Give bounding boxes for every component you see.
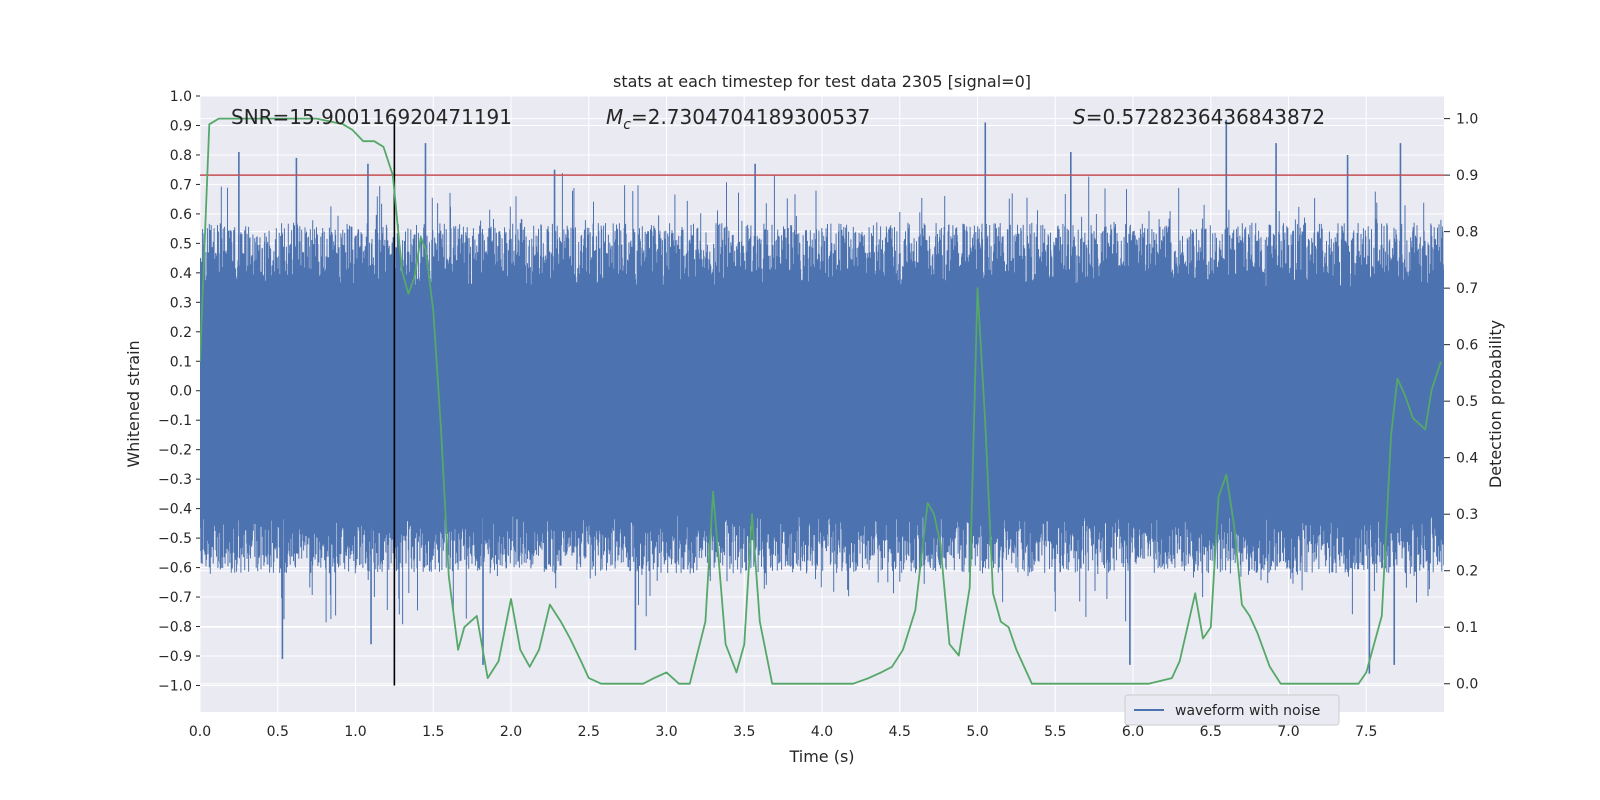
y-tick-label: −0.7 [158, 590, 192, 606]
x-axis-ticks: 0.0 0.5 1.0 1.5 2.0 2.5 3.0 3.5 4.0 4.5 5.0 5.5 6.0 6… [189, 724, 1378, 740]
y2-tick-label: 0.3 [1456, 507, 1478, 523]
y-tick-label: 0.8 [170, 148, 192, 164]
y-tick-label: 1.0 [170, 89, 192, 105]
chirp-mass-annotation: Mc=2.7304704189300537 [606, 105, 870, 133]
s-annotation: S=0.5728236436843872 [1073, 105, 1325, 129]
y-tick-label: −0.6 [158, 561, 192, 577]
y2-axis-ticks: 1.0 0.9 0.8 0.7 0.6 0.5 0.4 0.3 0.2 0.1 0.0 [1444, 112, 1478, 693]
x-axis-label: Time (s) [788, 747, 854, 766]
s-value: =0.5728236436843872 [1086, 105, 1325, 129]
x-tick-label: 3.0 [655, 724, 677, 740]
y-tick-label: −0.5 [158, 531, 192, 547]
x-tick-label: 0.5 [267, 724, 289, 740]
chirp-mass-symbol: M [606, 105, 623, 129]
y-tick-label: −0.2 [158, 443, 192, 459]
y2-axis-label: Detection probability [1486, 320, 1505, 488]
x-tick-label: 4.5 [889, 724, 911, 740]
y-tick-label: 0.6 [170, 207, 192, 223]
y2-tick-label: 0.4 [1456, 451, 1478, 467]
s-symbol: S [1073, 105, 1086, 129]
y-tick-label: 0.0 [170, 384, 192, 400]
snr-annotation: SNR=15.900116920471191 [231, 105, 512, 129]
x-tick-label: 5.0 [966, 724, 988, 740]
y-tick-label: 0.4 [170, 266, 192, 282]
x-tick-label: 2.0 [500, 724, 522, 740]
x-tick-label: 4.0 [811, 724, 833, 740]
legend: waveform with noise [1124, 694, 1340, 726]
y2-tick-label: 0.2 [1456, 564, 1478, 580]
y-tick-label: −0.3 [158, 472, 192, 488]
y-tick-label: 0.7 [170, 177, 192, 193]
y-tick-label: −1.0 [158, 678, 192, 694]
x-tick-label: 7.5 [1355, 724, 1377, 740]
y-tick-label: −0.1 [158, 413, 192, 429]
y-tick-label: −0.9 [158, 649, 192, 665]
y-axis-label: Whitened strain [124, 340, 143, 467]
y-axis-ticks: 1.0 0.9 0.8 0.7 0.6 0.5 0.4 0.3 0.2 0.1 0.0 −0.1 −0.… [158, 89, 200, 694]
y-tick-label: 0.1 [170, 354, 192, 370]
y2-tick-label: 0.9 [1456, 168, 1478, 184]
y2-tick-label: 0.5 [1456, 394, 1478, 410]
x-tick-label: 7.0 [1277, 724, 1299, 740]
x-tick-label: 6.0 [1122, 724, 1144, 740]
y-tick-label: 0.3 [170, 295, 192, 311]
x-tick-label: 5.5 [1044, 724, 1066, 740]
y-tick-label: 0.9 [170, 118, 192, 134]
x-tick-label: 2.5 [578, 724, 600, 740]
chirp-mass-value: =2.7304704189300537 [631, 105, 870, 129]
probability-line [200, 117, 1442, 685]
y2-tick-label: 0.6 [1456, 338, 1478, 354]
probability-series [200, 117, 1442, 685]
y2-tick-label: 0.1 [1456, 620, 1478, 636]
waveform-series [200, 119, 1444, 674]
waveform-noise [200, 173, 1444, 625]
x-tick-label: 3.5 [733, 724, 755, 740]
x-tick-label: 1.0 [344, 724, 366, 740]
y2-tick-label: 0.7 [1456, 281, 1478, 297]
y2-tick-label: 0.8 [1456, 225, 1478, 241]
legend-entry-waveform: waveform with noise [1175, 703, 1320, 719]
y2-tick-label: 1.0 [1456, 112, 1478, 128]
chirp-mass-subscript: c [623, 117, 631, 133]
y-tick-label: −0.4 [158, 502, 192, 518]
chart-title: stats at each timestep for test data 230… [613, 72, 1031, 91]
y-tick-label: 0.5 [170, 236, 192, 252]
y-tick-label: 0.2 [170, 325, 192, 341]
y2-tick-label: 0.0 [1456, 677, 1478, 693]
x-tick-label: 6.5 [1200, 724, 1222, 740]
x-tick-label: 1.5 [422, 724, 444, 740]
x-tick-label: 0.0 [189, 724, 211, 740]
y-tick-label: −0.8 [158, 620, 192, 636]
legend-box [1124, 694, 1340, 726]
